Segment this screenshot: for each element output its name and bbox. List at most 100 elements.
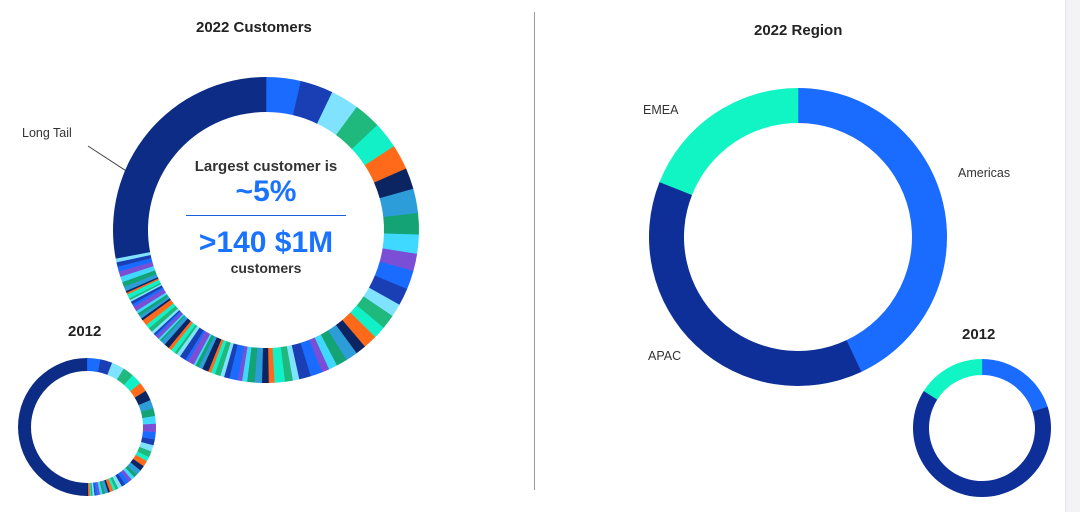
customer-slice-53	[159, 314, 186, 342]
customer-slice-1	[87, 358, 101, 373]
customer-slice-52	[160, 315, 188, 345]
customer-slice-55	[155, 311, 184, 339]
customer-slice-78	[117, 258, 153, 272]
customer-slice-46	[179, 327, 204, 361]
customer-slice-23	[300, 339, 323, 377]
customer-slice-41	[198, 335, 217, 370]
callout-customer-count: >140 $1M	[198, 226, 334, 259]
customer-slice-37	[214, 341, 231, 377]
callout-line1: Largest customer is	[194, 158, 338, 175]
customer-slice-42	[195, 334, 215, 368]
customer-slice-28	[105, 478, 114, 493]
long-tail-label: Long Tail	[22, 126, 72, 140]
customer-slice-21	[314, 334, 338, 370]
customer-slice-47	[176, 325, 200, 357]
customer-slice-31	[99, 481, 106, 495]
customer-slice-34	[229, 344, 245, 381]
customer-slice-17	[132, 454, 147, 467]
customer-slice-63	[139, 296, 170, 319]
customer-slice-8	[138, 400, 154, 412]
customer-slice-62	[141, 298, 171, 321]
customer-slice-36	[91, 482, 95, 496]
customer-slice-19	[328, 325, 357, 361]
customer-slice-59	[148, 305, 178, 332]
customer-slice-10	[382, 233, 419, 255]
customer-slice-13	[140, 437, 155, 446]
customer-slice-21	[123, 467, 135, 480]
region-slice-apac	[649, 181, 862, 387]
customer-slice-69	[129, 283, 162, 302]
region-2012-title: 2012	[962, 326, 996, 343]
customer-slice-33	[95, 481, 101, 496]
customer-slice-27	[108, 477, 116, 491]
customer-slice-14	[139, 441, 154, 452]
customer-slice-77	[118, 261, 154, 277]
region-2012-donut	[913, 359, 1051, 497]
customer-slice-35	[223, 343, 238, 379]
customer-slice-25	[112, 475, 122, 489]
customer-slice-18	[130, 458, 144, 471]
customer-slice-33	[237, 345, 248, 382]
customer-slice-64	[137, 294, 169, 317]
window-edge	[1065, 0, 1080, 512]
panel-divider	[534, 12, 535, 490]
region-2012-slice-emea	[923, 359, 983, 400]
customer-slice-49	[170, 322, 196, 353]
customer-slice-67	[132, 287, 164, 307]
customer-slice-4	[336, 106, 378, 150]
customer-slice-22	[120, 469, 132, 482]
customer-slice-30	[101, 480, 109, 494]
customer-slice-36	[219, 342, 234, 378]
region-label-americas: Americas	[958, 166, 1011, 180]
callout-largest-share: ~5%	[235, 175, 297, 208]
customer-slice-38	[210, 340, 227, 375]
customer-slice-56	[154, 310, 182, 337]
customer-slice-1	[266, 77, 302, 116]
region-2012-slice-apac	[913, 390, 1051, 497]
customer-slice-2	[292, 81, 333, 124]
customer-slice-8	[379, 188, 419, 218]
customer-slice-7	[374, 168, 414, 199]
customer-slice-16	[135, 451, 150, 462]
customer-slice-9	[140, 408, 156, 419]
customers-2012-title: 2012	[68, 323, 102, 340]
customer-slice-71	[127, 279, 161, 299]
customer-slice-19	[127, 462, 141, 475]
customers-2022-donut	[112, 77, 419, 384]
customer-slice-9	[383, 212, 419, 235]
customer-slice-11	[142, 423, 156, 433]
customer-slice-12	[374, 261, 414, 290]
customer-slice-6	[364, 146, 407, 183]
long-tail-slice	[18, 358, 88, 496]
customer-slice-25	[286, 345, 300, 381]
customer-slice-20	[125, 465, 137, 478]
region-2022-donut	[649, 88, 947, 387]
customer-slice-73	[125, 277, 159, 293]
customer-slice-2	[97, 359, 113, 375]
customer-slice-40	[86, 482, 89, 496]
callout-line4: customers	[230, 260, 302, 276]
customer-slice-27	[272, 347, 286, 383]
customer-slice-61	[142, 299, 174, 326]
customer-slice-44	[187, 331, 211, 365]
customer-slice-6	[130, 383, 146, 398]
customer-slice-51	[164, 318, 191, 349]
customer-slice-14	[363, 287, 400, 317]
customer-slice-72	[126, 278, 160, 295]
customer-slice-58	[151, 308, 180, 334]
customer-slice-39	[87, 482, 91, 496]
customer-slice-45	[185, 330, 206, 362]
customer-slice-13	[368, 275, 408, 306]
customer-slice-3	[107, 362, 124, 380]
region-slice-americas	[798, 88, 947, 372]
customer-slice-20	[320, 330, 347, 366]
customer-slice-10	[142, 416, 156, 425]
customer-slice-35	[93, 482, 96, 496]
customers-2012-donut	[18, 358, 156, 496]
callout-divider	[186, 215, 346, 216]
customer-slice-32	[241, 346, 252, 382]
customer-slice-32	[97, 481, 103, 495]
region-chart-title: 2022 Region	[754, 22, 843, 39]
customer-slice-11	[379, 248, 418, 272]
